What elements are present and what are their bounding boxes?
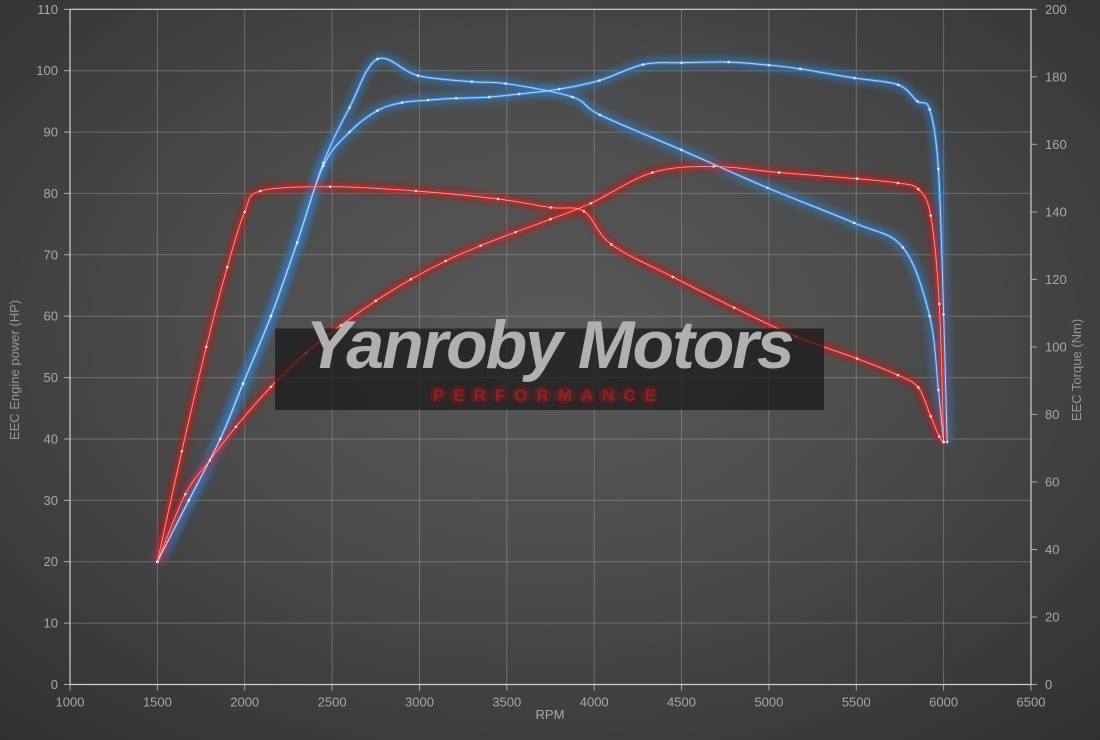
svg-text:3500: 3500 <box>492 695 521 710</box>
svg-text:20: 20 <box>44 554 58 569</box>
svg-text:200: 200 <box>1045 2 1067 17</box>
svg-text:20: 20 <box>1045 610 1059 625</box>
svg-text:110: 110 <box>37 2 58 17</box>
svg-text:60: 60 <box>44 309 58 324</box>
svg-text:100: 100 <box>1045 339 1067 354</box>
svg-text:30: 30 <box>44 493 58 508</box>
svg-text:4500: 4500 <box>667 695 696 710</box>
svg-text:140: 140 <box>1045 204 1067 219</box>
svg-text:6500: 6500 <box>1017 695 1046 710</box>
svg-text:60: 60 <box>1045 474 1059 489</box>
svg-text:10: 10 <box>44 616 58 631</box>
svg-text:5500: 5500 <box>842 695 871 710</box>
svg-text:120: 120 <box>1045 272 1067 287</box>
svg-text:EEC Torque (Nm): EEC Torque (Nm) <box>1069 319 1084 421</box>
svg-text:160: 160 <box>1045 137 1067 152</box>
svg-text:Yanroby Motors: Yanroby Motors <box>305 307 792 383</box>
svg-text:70: 70 <box>44 247 58 262</box>
svg-text:40: 40 <box>1045 542 1059 557</box>
svg-text:0: 0 <box>51 677 58 692</box>
svg-text:40: 40 <box>44 432 58 447</box>
svg-text:2500: 2500 <box>318 695 347 710</box>
svg-text:PERFORMANCE: PERFORMANCE <box>433 386 665 405</box>
svg-text:2000: 2000 <box>230 695 259 710</box>
svg-text:50: 50 <box>44 370 58 385</box>
svg-text:1000: 1000 <box>56 695 85 710</box>
svg-text:80: 80 <box>1045 407 1059 422</box>
svg-text:100: 100 <box>36 63 58 78</box>
svg-text:1500: 1500 <box>143 695 172 710</box>
svg-text:EEC Engine power (HP): EEC Engine power (HP) <box>7 300 22 440</box>
svg-text:RPM: RPM <box>536 707 565 722</box>
svg-text:4000: 4000 <box>580 695 609 710</box>
svg-text:80: 80 <box>44 186 58 201</box>
svg-text:180: 180 <box>1045 69 1067 84</box>
svg-text:3000: 3000 <box>405 695 434 710</box>
svg-text:6000: 6000 <box>929 695 958 710</box>
svg-text:90: 90 <box>44 125 58 140</box>
svg-text:0: 0 <box>1045 677 1052 692</box>
svg-text:5000: 5000 <box>754 695 783 710</box>
